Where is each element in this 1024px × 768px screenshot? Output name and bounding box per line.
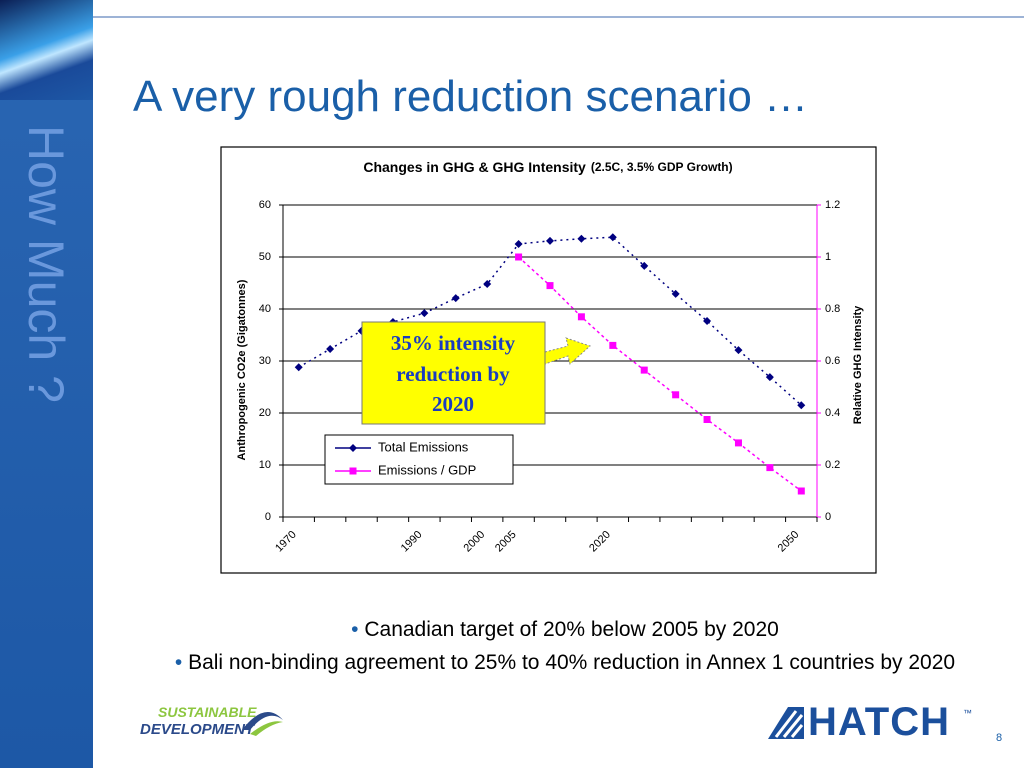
hatch-stripes [774, 710, 804, 738]
swoosh [250, 721, 283, 736]
legend: Total Emissions Emissions / GDP [324, 434, 514, 485]
y-tick-label: 50 [259, 251, 271, 263]
chart-title-main: Changes in GHG & GHG Intensity [363, 159, 586, 175]
y-tick-label: 60 [259, 199, 271, 211]
y2-tick-label: 1.2 [825, 199, 840, 211]
y2-tick-label: 1 [825, 251, 831, 263]
annotation-line: reduction by [396, 362, 510, 386]
page-number: 8 [996, 732, 1003, 744]
marker [349, 467, 357, 475]
bullet: Bali non-binding agreement to 25% to 40%… [150, 649, 980, 676]
y-tick-label: 30 [259, 355, 271, 367]
marker [734, 439, 742, 447]
legend-frame [324, 434, 514, 485]
y2-tick-label: 0.4 [825, 407, 840, 419]
marker [640, 366, 648, 374]
series-line [518, 256, 802, 492]
y-tick-label: 40 [259, 303, 271, 315]
marker [609, 341, 617, 349]
y-axis-title: Anthropogenic CO2e (Gigatonnes) [236, 279, 248, 460]
hatch-mark [768, 707, 804, 739]
slide-title: A very rough reduction scenario … [133, 72, 809, 121]
logo-text: DEVELOPMENT [140, 721, 255, 738]
marker [797, 401, 806, 410]
y2-tick-label: 0.8 [825, 303, 840, 315]
trademark: ™ [963, 708, 972, 718]
y2-tick-label: 0.6 [825, 355, 840, 367]
side-bar [0, 0, 93, 768]
annotation-line: 35% intensity [391, 331, 516, 355]
marker [514, 240, 523, 248]
marker [326, 345, 335, 354]
y-tick-label: 10 [259, 459, 271, 471]
marker [766, 464, 774, 472]
marker [294, 363, 303, 372]
chart-title: Changes in GHG & GHG Intensity (2.5C, 3.5… [363, 159, 732, 175]
marker [546, 282, 554, 290]
y-tick-label: 0 [265, 511, 271, 523]
y2-tick-label: 0.2 [825, 459, 840, 471]
logo-hatch: HATCH [808, 700, 951, 744]
logo-swoosh [242, 712, 283, 736]
marker [672, 391, 680, 399]
y-tick-label: 20 [259, 407, 271, 419]
marker [640, 261, 649, 270]
marker [671, 289, 680, 298]
legend-label: Total Emissions [378, 439, 469, 454]
y2-tick-label: 0 [825, 511, 831, 523]
marker [608, 233, 617, 242]
marker [515, 253, 523, 261]
marker [703, 316, 712, 325]
marker [546, 236, 554, 245]
marker [734, 346, 743, 355]
side-decoration [0, 0, 93, 100]
logo-text: SUSTAINABLE [158, 704, 257, 720]
swoosh [242, 712, 283, 730]
marker [420, 309, 429, 318]
marker [703, 416, 711, 423]
y2-axis-title: Relative GHG Intensity [852, 305, 864, 424]
chart: Changes in GHG & GHG Intensity (2.5C, 3.5… [220, 146, 877, 574]
annotation: 35% intensity reduction by 2020 [361, 321, 591, 425]
annotation-line: 2020 [432, 392, 474, 416]
annotation-box [361, 321, 546, 425]
marker [483, 280, 492, 289]
marker [577, 234, 586, 243]
chart-subtitle: (2.5C, 3.5% GDP Growth) [591, 160, 733, 174]
marker [765, 373, 774, 382]
legend-label: Emissions / GDP [378, 462, 476, 477]
marker [451, 294, 460, 303]
marker [577, 313, 585, 321]
logo-sustainable: SUSTAINABLE DEVELOPMENT [140, 703, 257, 739]
annotation-arrow [544, 337, 591, 365]
marker [797, 487, 805, 495]
marker [349, 444, 357, 452]
bullet: Canadian target of 20% below 2005 by 202… [150, 616, 980, 643]
top-rule [93, 16, 1024, 18]
